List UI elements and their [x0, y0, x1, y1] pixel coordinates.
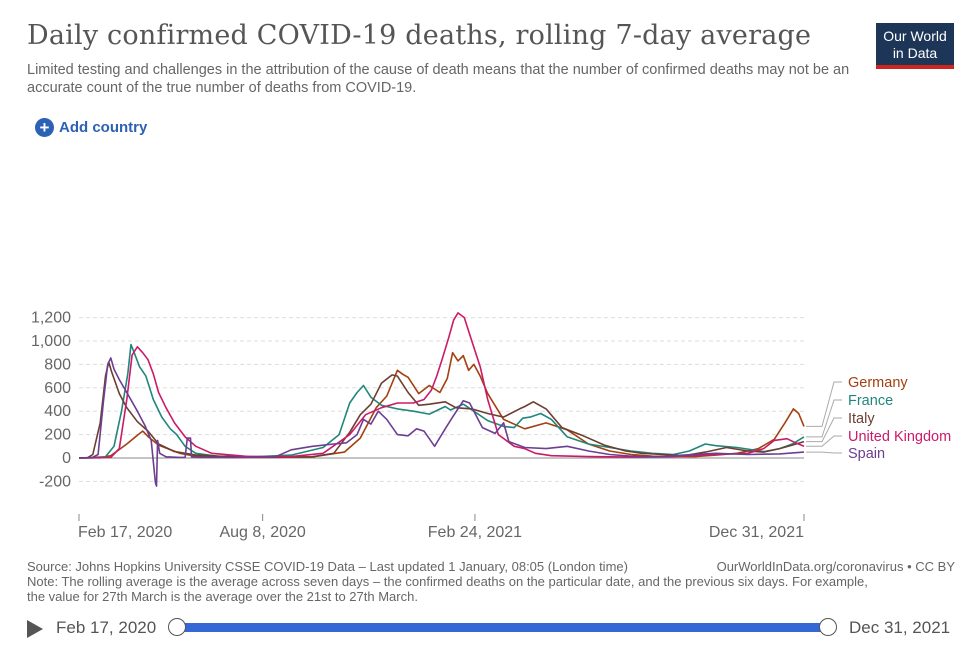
legend-label: Spain	[848, 446, 885, 462]
legend-label: Italy	[848, 411, 875, 427]
line-chart: -200 0 200 400 600 800 1,000 1,200 Feb 17, 2020…	[31, 310, 951, 541]
y-tick-label: 800	[44, 356, 71, 373]
x-tick-label: Feb 24, 2021	[428, 524, 522, 541]
source-text: Source: Johns Hopkins University CSSE CO…	[27, 559, 628, 574]
series-line-italy	[78, 361, 805, 459]
add-country-button[interactable]: + Add country	[35, 118, 147, 137]
y-tick-label: 1,000	[31, 333, 71, 350]
y-tick-label: 400	[44, 403, 71, 420]
timeline-track[interactable]	[177, 623, 828, 632]
y-tick-label: 0	[62, 450, 71, 467]
legend-leader-line	[806, 435, 842, 447]
legend-leader-line	[806, 417, 842, 443]
y-tick-label: 200	[44, 427, 71, 444]
play-icon[interactable]	[27, 620, 43, 638]
legend-label: France	[848, 393, 893, 409]
series-line-germany	[78, 351, 805, 459]
timeline-end-label: Dec 31, 2021	[849, 618, 951, 637]
legend-leader-line	[806, 399, 842, 438]
y-axis-ticks: -200 0 200 400 600 800 1,000 1,200	[31, 310, 71, 491]
note-line-2: the value for 27th March is the average …	[27, 589, 418, 604]
series-lines	[78, 312, 805, 487]
x-tick-label: Feb 17, 2020	[78, 524, 172, 541]
page-title: Daily confirmed COVID-19 deaths, rolling…	[27, 20, 812, 51]
y-tick-label: -200	[39, 473, 71, 490]
logo-line-1: Our World	[883, 28, 947, 44]
series-line-united-kingdom	[78, 312, 805, 459]
credit-link[interactable]: OurWorldInData.org/coronavirus • CC BY	[716, 559, 955, 574]
add-country-label: Add country	[59, 119, 148, 136]
x-axis: Feb 17, 2020 Aug 8, 2020 Feb 24, 2021 Dec 3…	[78, 514, 805, 541]
x-tick-label: Aug 8, 2020	[219, 524, 305, 541]
y-tick-label: 1,200	[31, 310, 71, 327]
timeline-end-handle[interactable]	[819, 618, 837, 636]
legend-leader-line	[806, 381, 842, 427]
x-tick-label: Dec 31, 2021	[709, 524, 804, 541]
timeline: Feb 17, 2020 Dec 31, 2021	[0, 612, 978, 644]
plus-circle-icon: +	[35, 118, 54, 137]
subtitle: Limited testing and challenges in the at…	[27, 62, 850, 96]
legend-leader-line	[806, 451, 842, 454]
gridlines	[79, 317, 804, 482]
legend-label: United Kingdom	[848, 429, 951, 445]
note-text: Note: The rolling average is the average…	[27, 574, 927, 604]
series-line-spain	[78, 357, 805, 487]
legend-label: Germany	[848, 375, 908, 391]
timeline-start-label: Feb 17, 2020	[56, 618, 157, 637]
owid-logo[interactable]: Our World in Data	[876, 23, 954, 69]
note-line-1: Note: The rolling average is the average…	[27, 574, 868, 589]
y-tick-label: 600	[44, 380, 71, 397]
logo-line-2: in Data	[892, 45, 938, 61]
timeline-start-handle[interactable]	[168, 618, 186, 636]
